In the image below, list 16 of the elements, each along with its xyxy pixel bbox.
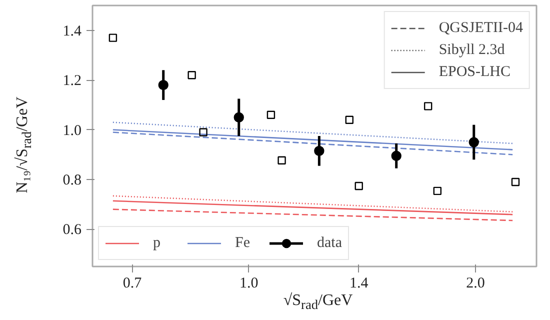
x-tick-label: 1.0	[239, 276, 258, 292]
legend-label: EPOS-LHC	[438, 64, 511, 80]
legend-label: Sibyll 2.3d	[438, 42, 505, 58]
x-tick-label: 2.0	[466, 276, 485, 292]
x-axis-title: √S$_{rad}$/GeV	[282, 291, 354, 314]
legend-label: QGSJETII-04	[438, 20, 523, 36]
legend-label: p	[153, 234, 162, 252]
y-tick-label: 0.8	[62, 172, 82, 188]
legend-label: Fe	[235, 234, 251, 252]
x-tick-label: 1.4	[349, 276, 369, 292]
y-tick-label: 0.6	[62, 222, 82, 238]
x-tick-label: 0.7	[122, 276, 142, 292]
y-tick-label: 1.0	[62, 122, 82, 139]
y-tick-label: 1.4	[62, 23, 82, 40]
legend-label: data	[317, 234, 342, 252]
y-tick-label: 1.2	[62, 73, 82, 90]
